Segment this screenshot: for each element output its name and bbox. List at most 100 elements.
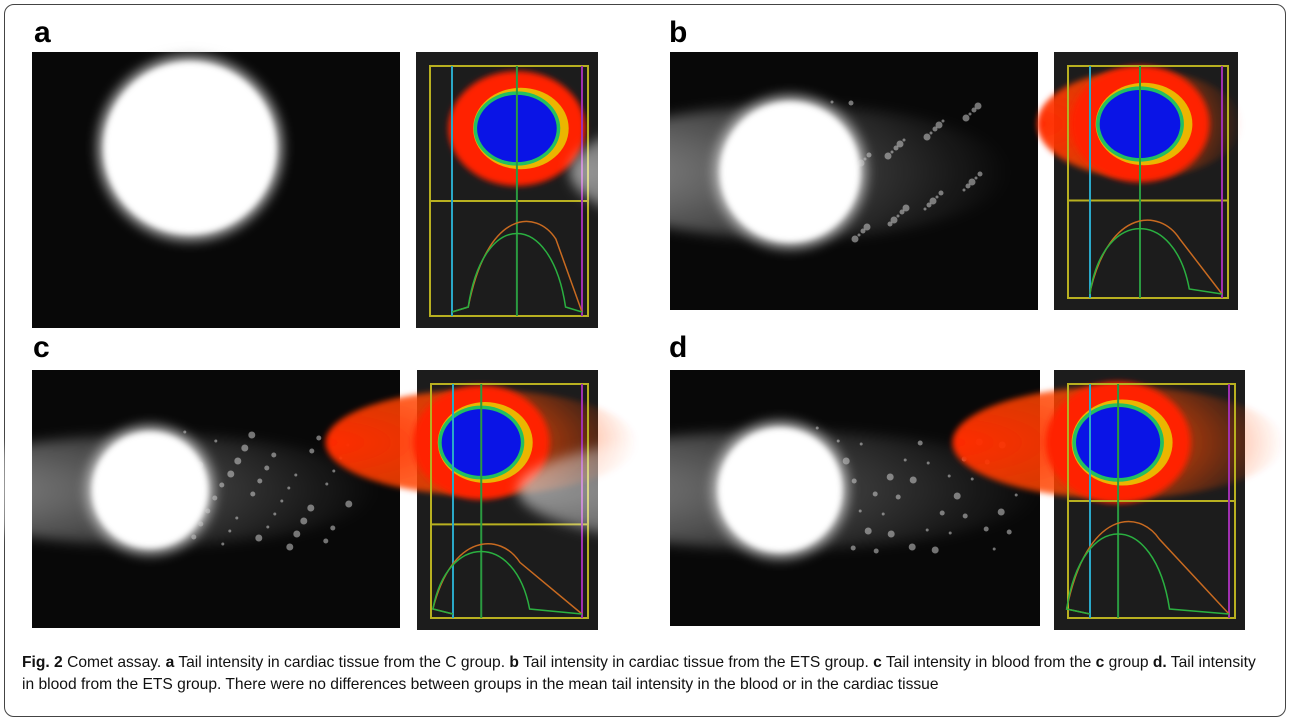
tail-speck: [851, 478, 857, 484]
profile-orange: [1089, 219, 1223, 295]
tail-speck: [1006, 529, 1012, 535]
tail-speck: [909, 476, 917, 484]
tail-speck: [941, 119, 945, 123]
tail-speck: [234, 457, 242, 465]
tail-speck: [926, 202, 932, 208]
caption-bold: Fig. 2: [22, 654, 63, 671]
tail-speck: [962, 513, 968, 519]
tail-speck: [881, 512, 885, 516]
caption-text: Tail intensity in blood from the: [881, 654, 1096, 671]
tail-speck: [974, 102, 982, 110]
tail-speck: [896, 140, 904, 148]
tail-speck: [938, 190, 944, 196]
profile-orange: [431, 543, 583, 615]
tail-speck: [345, 500, 353, 508]
caption-bold: c: [1095, 654, 1105, 671]
tail-speck: [895, 494, 901, 500]
tail-speck: [970, 477, 974, 481]
tail-speck: [266, 525, 270, 529]
caption-text: Tail intensity in cardiac tissue from th…: [174, 654, 510, 671]
tail-speck: [977, 171, 983, 177]
heatmap-image: [416, 52, 598, 328]
tail-speck: [932, 126, 938, 132]
tail-speck: [293, 530, 301, 538]
tail-speck: [860, 228, 866, 234]
caption-bold: b: [509, 654, 519, 671]
tail-speck: [257, 478, 263, 484]
tail-speck: [316, 435, 322, 441]
tail-speck: [294, 473, 298, 477]
profile-green: [451, 233, 583, 313]
panel-label: c: [33, 331, 50, 364]
tail-speck: [997, 508, 1005, 516]
tail-speck: [939, 510, 945, 516]
tail-speck: [953, 492, 961, 500]
tail-speck: [280, 499, 284, 503]
tail-speck: [859, 442, 863, 446]
comet-head: [92, 432, 208, 548]
panel-label: d: [669, 331, 687, 364]
tail-speck: [886, 473, 894, 481]
profile-green: [1089, 227, 1223, 295]
figure-caption: Fig. 2 Comet assay. a Tail intensity in …: [22, 652, 1272, 696]
tail-speck: [851, 235, 859, 243]
tail-speck: [271, 452, 277, 458]
tail-speck: [830, 100, 834, 104]
tail-speck: [929, 131, 933, 135]
tail-speck: [948, 531, 952, 535]
tail-speck: [947, 474, 951, 478]
tail-speck: [899, 209, 905, 215]
tail-speck: [962, 114, 970, 122]
tail-speck: [968, 178, 976, 186]
tail-speck: [866, 152, 872, 158]
tail-speck: [902, 204, 910, 212]
tail-speck: [235, 516, 239, 520]
caption-bold: a: [165, 654, 175, 671]
figure-frame: [4, 4, 1286, 717]
tail-speck: [935, 121, 943, 129]
tail-speck: [902, 138, 906, 142]
tail-speck: [917, 440, 923, 446]
tail-speck: [971, 107, 977, 113]
tail-speck: [300, 517, 308, 525]
tail-speck: [908, 543, 916, 551]
comet-image: [32, 52, 400, 328]
caption-text: Tail intensity in blood from the ETS gro…: [22, 654, 1256, 693]
tail-speck: [332, 469, 336, 473]
tail-speck: [926, 461, 930, 465]
tail-speck: [325, 482, 329, 486]
tail-speck: [893, 145, 899, 151]
tail-speck: [848, 100, 854, 106]
profile-green: [432, 551, 583, 615]
tail-speck: [323, 538, 329, 544]
tail-speck: [287, 486, 291, 490]
tail-speck: [214, 439, 218, 443]
tail-speck: [974, 176, 978, 180]
tail-speck: [884, 152, 892, 160]
tail-speck: [815, 426, 819, 430]
tail-speck: [842, 457, 850, 465]
tail-speck: [863, 223, 871, 231]
tail-speck: [248, 431, 256, 439]
caption-text: Comet assay.: [62, 654, 166, 671]
comet-image: [570, 52, 1038, 310]
comet-head: [720, 102, 860, 242]
tail-speck: [228, 529, 232, 533]
tail-speck: [850, 545, 856, 551]
tail-speck: [872, 491, 878, 497]
comet-head: [718, 428, 842, 552]
panel-label: a: [34, 16, 51, 49]
tail-speck: [992, 547, 996, 551]
tail-speck: [241, 444, 249, 452]
tail-speck: [925, 528, 929, 532]
tail-speck: [219, 482, 225, 488]
tail-speck: [965, 183, 971, 189]
tail-speck: [273, 512, 277, 516]
tail-speck: [858, 509, 862, 513]
tail-speck: [836, 439, 840, 443]
figure: a b c d: [0, 16, 1284, 630]
tail-speck: [183, 430, 187, 434]
tail-speck: [873, 548, 879, 554]
caption-bold: d.: [1152, 654, 1167, 671]
caption-text: group: [1104, 654, 1153, 671]
